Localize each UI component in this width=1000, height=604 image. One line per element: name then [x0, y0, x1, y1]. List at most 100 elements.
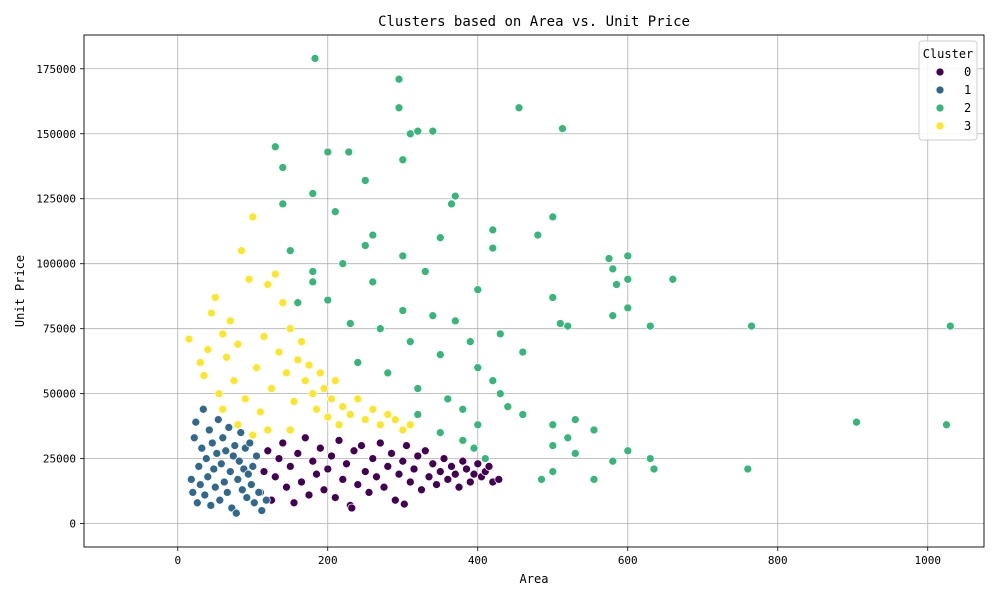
data-point — [222, 352, 231, 362]
data-point — [330, 376, 340, 386]
data-point — [274, 347, 284, 357]
y-tick-label: 100000 — [36, 258, 76, 271]
data-point — [191, 417, 201, 427]
data-point — [435, 428, 445, 437]
data-point — [398, 425, 408, 435]
data-point — [608, 311, 618, 321]
data-point — [308, 277, 318, 287]
data-point — [330, 207, 340, 217]
data-point — [405, 477, 415, 487]
legend-label: 2 — [964, 101, 971, 115]
data-point — [360, 176, 370, 185]
data-point — [194, 462, 204, 471]
data-point — [747, 321, 756, 331]
series-2 — [270, 54, 955, 484]
data-point — [405, 420, 415, 430]
y-tick-label: 150000 — [36, 128, 76, 141]
data-point — [402, 441, 411, 450]
data-point — [518, 347, 528, 357]
data-point — [494, 475, 504, 484]
data-point — [312, 469, 321, 479]
data-point — [465, 477, 475, 487]
x-tick-label: 400 — [468, 554, 488, 567]
data-point — [263, 280, 273, 289]
data-point — [278, 298, 288, 308]
plot-frame — [83, 34, 985, 548]
data-point — [495, 329, 505, 339]
y-tick-label: 175000 — [36, 63, 76, 76]
data-point — [368, 277, 378, 287]
data-point — [424, 472, 434, 482]
data-point — [555, 319, 565, 328]
data-point — [473, 285, 483, 295]
data-point — [623, 274, 633, 284]
data-point — [435, 350, 445, 360]
data-point — [518, 410, 528, 419]
data-point — [428, 126, 438, 136]
data-point — [488, 376, 498, 386]
data-point — [623, 303, 633, 313]
data-point — [347, 503, 357, 513]
data-point — [216, 459, 226, 469]
data-point — [293, 449, 303, 458]
data-point — [240, 394, 250, 404]
data-point — [310, 54, 320, 63]
data-point — [608, 264, 618, 274]
x-tick-label: 200 — [318, 554, 338, 567]
data-point — [435, 467, 445, 476]
data-point — [432, 480, 441, 489]
data-point — [458, 456, 468, 466]
x-tick-label: 0 — [174, 554, 181, 567]
data-point — [282, 482, 291, 492]
data-point — [255, 407, 265, 417]
data-point — [342, 459, 351, 469]
data-point — [623, 251, 633, 261]
data-point — [259, 467, 269, 476]
data-point — [323, 147, 333, 157]
data-point — [570, 449, 580, 458]
data-point — [289, 498, 299, 508]
data-point — [465, 337, 475, 347]
data-point — [428, 459, 438, 469]
data-points — [184, 54, 955, 518]
data-point — [447, 199, 456, 209]
data-point — [248, 430, 258, 440]
y-tick-label: 75000 — [43, 323, 76, 336]
data-point — [435, 233, 445, 243]
data-point — [214, 389, 224, 399]
data-point — [319, 485, 329, 495]
data-point — [375, 324, 385, 334]
data-point — [263, 425, 273, 435]
data-point — [413, 410, 423, 419]
data-point — [390, 415, 400, 424]
data-point — [234, 456, 244, 466]
x-tick-label: 1000 — [915, 554, 942, 567]
data-point — [323, 464, 333, 474]
data-point — [563, 433, 573, 443]
data-point — [201, 454, 211, 463]
data-point — [589, 475, 599, 484]
data-point — [533, 230, 543, 240]
data-point — [447, 462, 456, 471]
data-point — [308, 456, 318, 466]
data-point — [243, 469, 253, 479]
data-point — [450, 469, 460, 479]
data-point — [645, 454, 655, 463]
data-point — [304, 360, 314, 370]
data-point — [210, 482, 220, 492]
data-point — [503, 402, 513, 412]
data-point — [390, 495, 400, 505]
data-point — [285, 462, 295, 471]
data-point — [462, 464, 471, 474]
data-point — [488, 225, 498, 235]
data-point — [285, 425, 295, 435]
y-tick-label: 50000 — [43, 388, 76, 401]
data-point — [368, 230, 378, 240]
data-point — [308, 267, 318, 276]
data-point — [443, 475, 453, 484]
data-point — [398, 155, 408, 165]
data-point — [225, 316, 235, 326]
data-point — [450, 191, 460, 201]
data-point — [353, 394, 363, 404]
